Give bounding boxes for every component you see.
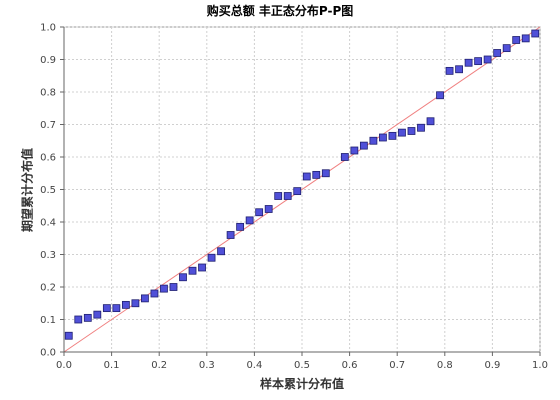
data-point xyxy=(179,273,187,282)
x-tick-label: 0.2 xyxy=(151,360,167,371)
data-point xyxy=(93,310,102,319)
chart-title: 购买总额 丰正态分布P-P图 xyxy=(206,4,354,18)
axis-ticks: 0.0 0.1 0.2 0.3 0.4 0.5 0.6 0.7 0.8 0.9 1.0 0.0 0.1 0… xyxy=(40,23,548,372)
data-point xyxy=(83,313,92,322)
y-tick-label: 0.8 xyxy=(40,88,56,99)
data-point xyxy=(445,66,454,75)
y-tick-label: 1.0 xyxy=(40,23,56,34)
data-point xyxy=(255,208,264,217)
data-point xyxy=(150,289,159,298)
y-tick-label: 0.0 xyxy=(40,348,56,359)
x-tick-label: 0.8 xyxy=(437,360,453,371)
y-tick-label: 0.3 xyxy=(40,250,56,261)
y-tick-label: 0.1 xyxy=(40,315,56,326)
data-point xyxy=(464,58,473,67)
data-point xyxy=(169,283,178,291)
y-tick-label: 0.2 xyxy=(40,283,56,294)
data-point xyxy=(398,128,406,137)
x-tick-label: 0.0 xyxy=(56,360,72,371)
x-tick-label: 0.3 xyxy=(199,360,215,371)
data-point xyxy=(102,304,111,313)
data-point xyxy=(283,192,292,200)
data-point xyxy=(426,117,435,126)
data-point xyxy=(474,57,483,66)
x-tick-label: 1.0 xyxy=(532,360,548,371)
x-axis-label: 样本累计分布值 xyxy=(259,377,344,391)
data-point xyxy=(512,36,521,44)
data-point xyxy=(321,169,330,178)
data-point xyxy=(521,34,530,43)
data-point xyxy=(217,247,225,256)
data-points xyxy=(64,29,540,340)
data-point xyxy=(302,172,311,181)
data-point xyxy=(141,294,149,303)
x-tick-label: 0.1 xyxy=(104,360,120,371)
data-point xyxy=(493,49,502,57)
data-point xyxy=(121,300,130,309)
data-point xyxy=(312,170,321,179)
data-point xyxy=(74,315,83,324)
y-tick-label: 0.9 xyxy=(40,55,56,66)
data-point xyxy=(64,331,73,340)
data-point xyxy=(407,127,416,135)
data-point xyxy=(359,141,368,150)
data-point xyxy=(264,205,273,213)
data-point xyxy=(198,263,206,272)
data-point xyxy=(274,192,283,200)
data-point xyxy=(436,91,444,100)
y-axis-label: 期望累计分布值 xyxy=(20,147,35,233)
x-tick-label: 0.4 xyxy=(246,360,262,371)
data-point xyxy=(293,187,302,196)
y-tick-label: 0.4 xyxy=(40,218,56,229)
data-point xyxy=(369,136,378,145)
data-point xyxy=(236,222,245,231)
data-point xyxy=(245,216,254,225)
data-point xyxy=(112,304,121,313)
y-tick-label: 0.6 xyxy=(40,153,56,164)
data-point xyxy=(417,123,425,132)
data-point xyxy=(207,253,216,262)
data-point xyxy=(502,44,511,53)
data-point xyxy=(379,133,387,142)
data-point xyxy=(455,65,463,74)
x-tick-label: 0.5 xyxy=(294,360,310,371)
data-point xyxy=(350,146,359,155)
data-point xyxy=(483,55,492,64)
x-tick-label: 0.9 xyxy=(484,360,500,371)
y-tick-label: 0.7 xyxy=(40,120,56,131)
data-point xyxy=(188,266,197,275)
data-point xyxy=(340,153,349,161)
data-point xyxy=(226,231,235,239)
data-point xyxy=(160,284,168,293)
data-point xyxy=(131,299,140,308)
data-point xyxy=(388,131,397,140)
x-tick-label: 0.6 xyxy=(342,360,358,371)
y-tick-label: 0.5 xyxy=(40,185,56,196)
data-point xyxy=(531,29,540,38)
x-tick-label: 0.7 xyxy=(389,360,405,371)
